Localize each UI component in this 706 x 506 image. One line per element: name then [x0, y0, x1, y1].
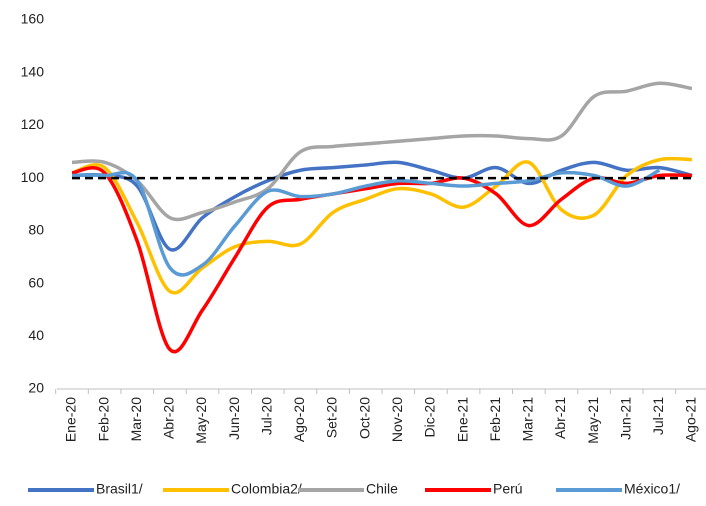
x-tick-label: Ene-21 [454, 397, 470, 442]
legend-label: México1/ [624, 481, 680, 497]
legend-label: Brasil1/ [96, 481, 143, 497]
x-tick-label: Ene-20 [63, 397, 79, 442]
y-tick-label: 160 [21, 11, 45, 27]
x-tick-label: Ago-20 [291, 397, 307, 442]
x-tick-label: Feb-21 [487, 397, 503, 442]
series-line [71, 168, 661, 277]
x-tick-label: Jun-21 [617, 397, 633, 440]
y-tick-label: 140 [21, 63, 45, 79]
y-tick-label: 80 [28, 222, 44, 238]
x-tick-label: Oct-20 [356, 397, 372, 439]
series-line [71, 166, 692, 354]
series-line [71, 81, 693, 222]
series-line [71, 160, 693, 252]
y-tick-label: 40 [28, 327, 44, 343]
x-tick-label: Ago-21 [683, 397, 699, 442]
x-tick-label: Set-20 [324, 397, 340, 438]
y-tick-label: 60 [28, 274, 44, 290]
legend-label: Colombia2/ [231, 481, 302, 497]
x-tick-label: Feb-20 [95, 397, 111, 442]
x-tick-label: Dic-20 [422, 397, 438, 438]
x-tick-label: Jun-20 [226, 397, 242, 440]
x-tick-label: Nov-20 [389, 397, 405, 442]
legend-label: Chile [366, 481, 398, 497]
x-tick-label: Jul-21 [650, 397, 666, 435]
x-tick-label: Mar-20 [128, 397, 144, 442]
series-line [71, 156, 693, 295]
y-tick-label: 100 [21, 169, 45, 185]
x-tick-label: Abr-20 [161, 397, 177, 439]
x-tick-label: Abr-21 [552, 397, 568, 439]
y-tick-label: 20 [28, 380, 44, 396]
legend-label: Perú [493, 481, 523, 497]
y-tick-label: 120 [21, 116, 45, 132]
x-tick-label: Mar-21 [520, 397, 536, 442]
x-tick-label: May-20 [193, 397, 209, 444]
x-tick-label: May-21 [585, 397, 601, 444]
x-tick-label: Jul-20 [258, 397, 274, 435]
